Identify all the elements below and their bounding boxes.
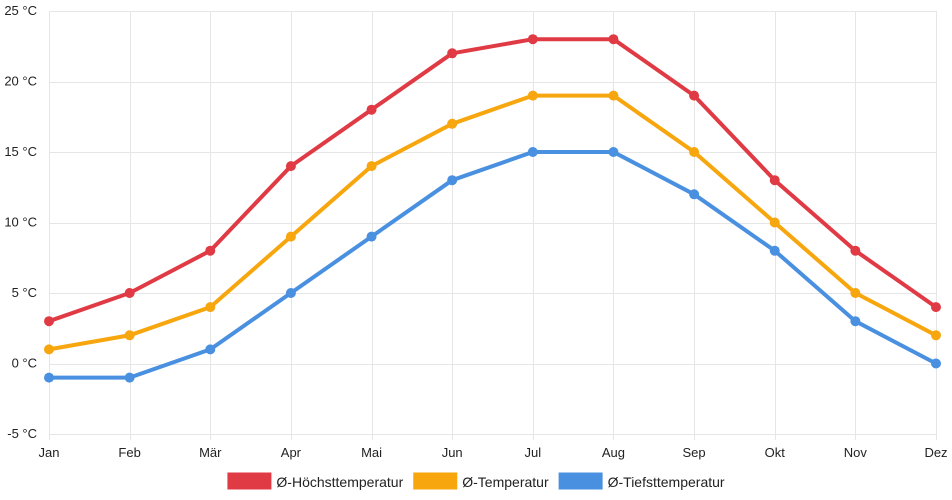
x-tick-label: Aug — [602, 445, 625, 460]
legend-item[interactable]: Ø-Höchsttemperatur — [227, 472, 404, 491]
data-point[interactable] — [124, 330, 135, 341]
data-point[interactable] — [689, 147, 700, 157]
data-point[interactable] — [769, 245, 780, 256]
data-point[interactable] — [527, 34, 538, 45]
y-tick-label: 0 °C — [12, 356, 37, 371]
y-tick-label: 20 °C — [4, 74, 37, 89]
x-tick-label: Mär — [199, 445, 222, 460]
legend-item[interactable]: Ø-Tiefsttemperatur — [558, 472, 725, 491]
series-line — [47, 150, 938, 380]
y-axis-ticks: -5 °C 0 °C 5 °C 10 °C 15 °C 20 °C 25 °C — [4, 3, 37, 441]
data-point[interactable] — [124, 288, 135, 298]
data-point[interactable] — [931, 302, 941, 313]
data-point[interactable] — [689, 189, 700, 200]
series-line — [47, 37, 938, 324]
data-point[interactable] — [527, 147, 538, 157]
legend-label: Ø-Temperatur — [462, 474, 549, 490]
legend-label: Ø-Tiefsttemperatur — [608, 474, 725, 490]
y-tick-label: -5 °C — [7, 426, 37, 441]
data-point[interactable] — [447, 48, 458, 59]
legend-swatch — [227, 472, 272, 490]
data-point[interactable] — [447, 175, 458, 186]
legend-swatch — [558, 472, 603, 490]
data-point[interactable] — [205, 245, 216, 256]
data-point[interactable] — [366, 104, 377, 115]
legend-swatch — [413, 472, 458, 490]
data-point[interactable] — [769, 217, 780, 228]
x-tick-label: Mai — [361, 445, 382, 460]
grid — [49, 11, 937, 440]
data-point[interactable] — [850, 316, 861, 327]
x-tick-label: Sep — [683, 445, 706, 460]
legend-label: Ø-Höchsttemperatur — [276, 474, 403, 490]
y-tick-label: 25 °C — [4, 3, 37, 18]
data-point[interactable] — [44, 344, 54, 355]
series-3 — [44, 147, 941, 383]
data-point[interactable] — [931, 330, 941, 341]
y-tick-label: 5 °C — [12, 285, 37, 300]
data-point[interactable] — [850, 288, 861, 298]
x-tick-label: Okt — [765, 445, 786, 460]
x-tick-label: Jul — [525, 445, 542, 460]
y-tick-label: 15 °C — [4, 144, 37, 159]
data-point[interactable] — [366, 231, 377, 242]
legend[interactable]: Ø-Höchsttemperatur Ø-Temperatur Ø-Tiefstte… — [227, 472, 725, 491]
data-point[interactable] — [124, 372, 135, 383]
series-lines — [44, 34, 941, 383]
legend-item[interactable]: Ø-Temperatur — [413, 472, 549, 491]
data-point[interactable] — [447, 118, 458, 129]
data-point[interactable] — [205, 302, 216, 313]
data-point[interactable] — [850, 245, 861, 256]
data-point[interactable] — [44, 372, 54, 383]
x-tick-label: Feb — [118, 445, 140, 460]
x-tick-label: Jan — [39, 445, 60, 460]
x-axis-ticks: Jan Feb Mär Apr Mai Jun Jul Aug Sep Okt Nov Dez — [39, 445, 948, 460]
series-2 — [44, 90, 941, 355]
data-point[interactable] — [931, 358, 941, 369]
y-tick-label: 10 °C — [4, 215, 37, 230]
data-point[interactable] — [769, 175, 780, 186]
x-tick-label: Jun — [442, 445, 463, 460]
data-point[interactable] — [205, 344, 216, 355]
data-point[interactable] — [366, 161, 377, 172]
x-tick-label: Dez — [924, 445, 947, 460]
data-point[interactable] — [44, 316, 54, 327]
data-point[interactable] — [285, 161, 296, 172]
data-point[interactable] — [608, 90, 619, 101]
data-point[interactable] — [285, 231, 296, 242]
data-point[interactable] — [608, 147, 619, 157]
x-tick-label: Nov — [844, 445, 868, 460]
series-line — [47, 93, 938, 352]
x-tick-label: Apr — [281, 445, 302, 460]
data-point[interactable] — [285, 288, 296, 298]
data-point[interactable] — [608, 34, 619, 45]
data-point[interactable] — [689, 90, 700, 101]
data-point[interactable] — [527, 90, 538, 101]
series-1 — [44, 34, 941, 327]
